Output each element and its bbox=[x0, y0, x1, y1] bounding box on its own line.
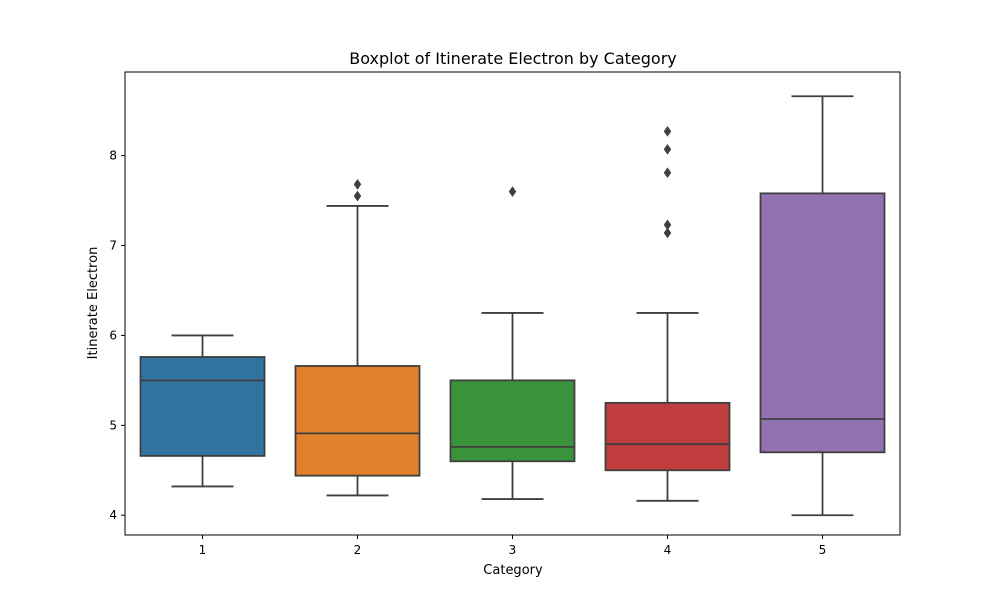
box-category-1 bbox=[139, 356, 266, 457]
box-category-5 bbox=[759, 192, 886, 454]
x-tick-label: 3 bbox=[509, 543, 517, 557]
plot-layer: 4 5 6 7 8 1 2 3 4 5 bbox=[109, 95, 886, 557]
box-category-4 bbox=[604, 401, 731, 472]
outlier-point bbox=[353, 190, 362, 202]
outlier-point bbox=[663, 125, 672, 137]
x-tick-label: 2 bbox=[354, 543, 362, 557]
y-tick-label: 7 bbox=[109, 239, 117, 253]
y-tick-label: 8 bbox=[109, 149, 117, 163]
outlier-point bbox=[508, 186, 517, 198]
box-category-3 bbox=[449, 379, 576, 463]
chart-title: Boxplot of Itinerate Electron by Categor… bbox=[349, 49, 677, 68]
outlier-point bbox=[663, 143, 672, 155]
outlier-point bbox=[663, 219, 672, 231]
x-tick-label: 5 bbox=[819, 543, 827, 557]
outlier-point bbox=[663, 227, 672, 239]
x-axis-label: Category bbox=[483, 563, 543, 578]
box-category-2 bbox=[294, 365, 421, 477]
plot-frame bbox=[124, 71, 901, 536]
outlier-point bbox=[663, 167, 672, 179]
x-tick-label: 4 bbox=[664, 543, 672, 557]
x-tick-label: 1 bbox=[199, 543, 207, 557]
y-tick-label: 4 bbox=[109, 508, 117, 522]
y-tick-label: 5 bbox=[109, 418, 117, 432]
outlier-point bbox=[353, 178, 362, 190]
y-axis-label: Itinerate Electron bbox=[86, 247, 101, 360]
y-tick-label: 6 bbox=[109, 328, 117, 342]
